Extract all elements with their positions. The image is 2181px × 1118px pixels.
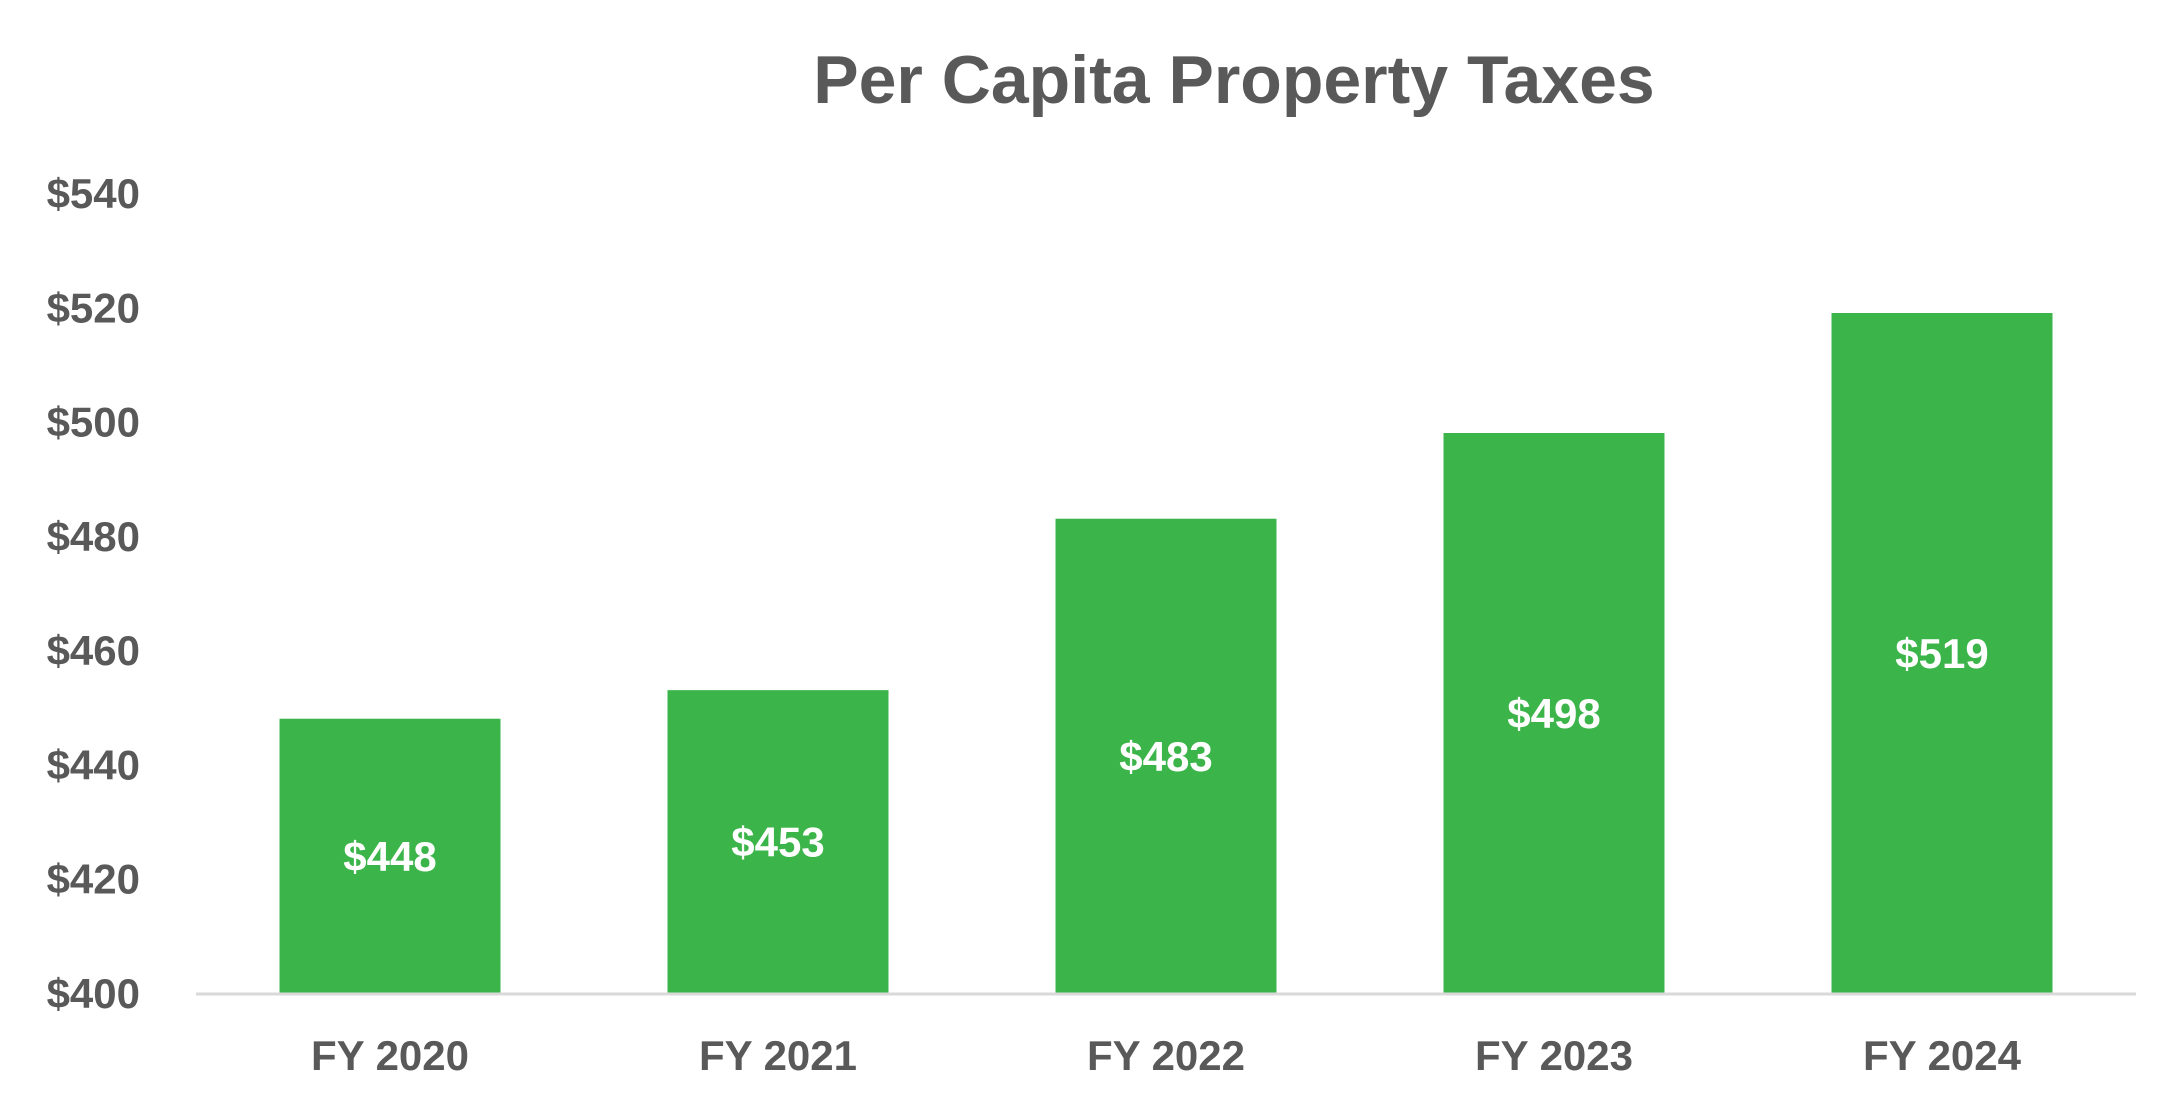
- data-label: $519: [1895, 630, 1988, 677]
- x-tick-label: FY 2021: [699, 1032, 857, 1079]
- bar-fy-2020: [279, 718, 501, 993]
- x-tick-label: FY 2020: [311, 1032, 469, 1079]
- y-tick-label: $440: [47, 741, 140, 788]
- y-tick-label: $480: [47, 513, 140, 560]
- y-tick-label: $400: [47, 970, 140, 1017]
- data-label: $453: [731, 819, 824, 866]
- bar-fy-2024: [1831, 313, 2053, 993]
- bar-fy-2021: [667, 690, 889, 993]
- chart-title: Per Capita Property Taxes: [813, 42, 1655, 118]
- y-tick-label: $460: [47, 627, 140, 674]
- data-label: $483: [1119, 733, 1212, 780]
- y-tick-label: $540: [47, 170, 140, 217]
- x-tick-label: FY 2024: [1863, 1032, 2022, 1079]
- x-tick-label: FY 2023: [1475, 1032, 1633, 1079]
- bar-fy-2022: [1055, 518, 1277, 993]
- data-label: $498: [1507, 690, 1600, 737]
- y-tick-label: $420: [47, 856, 140, 903]
- x-tick-label: FY 2022: [1087, 1032, 1245, 1079]
- y-tick-label: $500: [47, 399, 140, 446]
- bar-fy-2023: [1443, 433, 1665, 993]
- y-tick-label: $520: [47, 284, 140, 331]
- data-label: $448: [343, 833, 436, 880]
